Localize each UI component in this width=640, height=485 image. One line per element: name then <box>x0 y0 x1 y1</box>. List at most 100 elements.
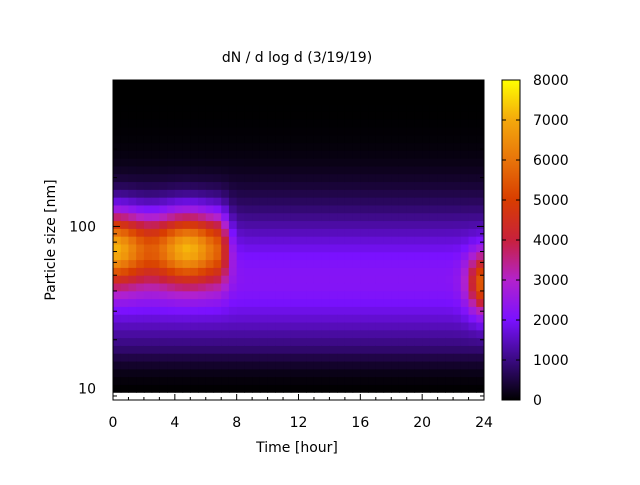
heatmap-cell <box>182 212 191 222</box>
heatmap-cell <box>406 236 416 245</box>
heatmap-cell <box>151 282 160 292</box>
heatmap-cell <box>422 80 431 89</box>
heatmap-cell <box>329 197 338 206</box>
heatmap-cell <box>321 165 331 175</box>
heatmap-cell <box>383 228 392 237</box>
heatmap-cell <box>329 298 338 307</box>
heatmap-cell <box>236 337 245 346</box>
heatmap-cell <box>445 306 454 315</box>
heatmap-cell <box>329 259 338 268</box>
heatmap-cell <box>221 212 230 222</box>
heatmap-cell <box>329 345 338 354</box>
heatmap-cell <box>422 282 431 292</box>
heatmap-cell <box>143 275 153 284</box>
heatmap-cell <box>143 103 153 112</box>
heatmap-cell <box>151 228 160 237</box>
heatmap-cell <box>267 298 276 307</box>
heatmap-cell <box>476 142 484 151</box>
heatmap-cell <box>422 119 431 128</box>
heatmap-cell <box>290 353 300 362</box>
heatmap-cell <box>136 337 145 346</box>
heatmap-cell <box>445 158 454 167</box>
heatmap-cell <box>429 95 439 105</box>
heatmap-cell <box>182 360 191 370</box>
heatmap-cell <box>213 189 222 198</box>
heatmap-cell <box>313 189 323 198</box>
heatmap-cell <box>391 353 400 362</box>
heatmap-cell <box>228 384 238 393</box>
heatmap-cell <box>437 212 446 222</box>
heatmap-cell <box>453 197 462 206</box>
heatmap-cell <box>398 95 408 105</box>
heatmap-cell <box>352 228 361 237</box>
heatmap-cell <box>306 80 315 89</box>
heatmap-cell <box>313 236 323 245</box>
heatmap-cell <box>383 243 392 253</box>
heatmap-cell <box>298 95 307 105</box>
heatmap-cell <box>190 329 199 339</box>
heatmap-cell <box>375 368 385 378</box>
heatmap-cell <box>174 368 184 378</box>
heatmap-cell <box>228 251 238 261</box>
heatmap-cell <box>360 158 369 167</box>
heatmap-cell <box>120 220 130 229</box>
heatmap-cell <box>275 165 284 175</box>
heatmap-cell <box>383 197 392 206</box>
heatmap-cell <box>205 103 215 112</box>
heatmap-cell <box>228 204 238 214</box>
heatmap-cell <box>422 111 431 120</box>
heatmap-cell <box>453 306 462 315</box>
heatmap-cell <box>360 134 369 144</box>
heatmap-cell <box>460 251 470 261</box>
heatmap-cell <box>476 259 484 268</box>
heatmap-cell <box>259 150 269 159</box>
heatmap-cell <box>267 111 276 120</box>
heatmap-cell <box>460 275 470 284</box>
heatmap-cell <box>198 119 207 128</box>
heatmap-cell <box>167 87 176 97</box>
heatmap-cell <box>329 321 338 331</box>
heatmap-cell <box>236 173 245 183</box>
heatmap-cell <box>151 204 160 214</box>
heatmap-cell <box>213 259 222 268</box>
heatmap-cell <box>190 243 199 253</box>
heatmap-cell <box>298 87 307 97</box>
heatmap-cell <box>414 376 423 385</box>
heatmap-cell <box>182 384 191 393</box>
heatmap-cell <box>391 80 400 89</box>
heatmap-cell <box>267 142 276 151</box>
heatmap-cell <box>167 321 176 331</box>
heatmap-cell <box>267 87 276 97</box>
heatmap-cell <box>313 368 323 378</box>
heatmap-cell <box>283 314 292 323</box>
heatmap-cell <box>313 103 323 112</box>
heatmap-cell <box>422 251 431 261</box>
heatmap-cell <box>190 306 199 315</box>
heatmap-cell <box>221 353 230 362</box>
colorbar-tick-label: 5000 <box>533 193 569 209</box>
heatmap-cell <box>136 181 145 190</box>
heatmap-cell <box>337 142 346 151</box>
heatmap-cell <box>174 165 184 175</box>
heatmap-cell <box>267 134 276 144</box>
heatmap-cell <box>151 181 160 190</box>
heatmap-cell <box>422 87 431 97</box>
heatmap-cell <box>306 142 315 151</box>
heatmap-cell <box>313 204 323 214</box>
heatmap-cell <box>368 126 377 136</box>
heatmap-cell <box>275 376 284 385</box>
heatmap-cell <box>136 282 145 292</box>
heatmap-cell <box>453 87 462 97</box>
heatmap-cell <box>460 360 470 370</box>
heatmap-cell <box>221 95 230 105</box>
heatmap-cell <box>468 290 477 300</box>
heatmap-cell <box>151 165 160 175</box>
heatmap-cell <box>259 142 269 151</box>
heatmap-cell <box>391 360 400 370</box>
heatmap-cell <box>383 80 392 89</box>
heatmap-cell <box>228 212 238 222</box>
heatmap-cell <box>128 337 137 346</box>
heatmap-cell <box>360 337 369 346</box>
heatmap-cell <box>221 189 230 198</box>
heatmap-cell <box>198 165 207 175</box>
